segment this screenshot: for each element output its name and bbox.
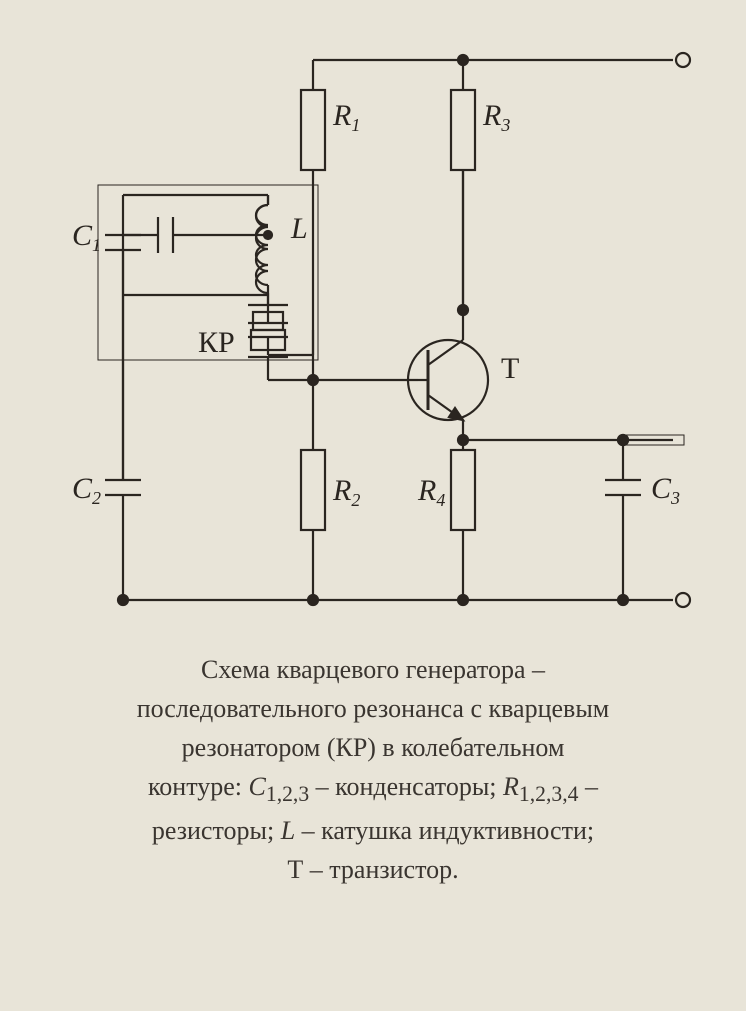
caption-line4: контуре: C1,2,3 – конденсаторы; R1,2,3,4… <box>30 767 716 811</box>
circuit-diagram: R1 R3 L C1 КР Т C2 R2 R4 C3 <box>23 20 723 640</box>
label-c2: C2 <box>72 472 101 508</box>
label-c1: C1 <box>72 219 101 255</box>
label-c3: C3 <box>651 472 680 508</box>
label-r2: R2 <box>332 474 360 510</box>
caption-line6: Т – транзистор. <box>30 850 716 889</box>
caption-line3: резонатором (КР) в колебательном <box>30 728 716 767</box>
label-r4: R4 <box>417 474 445 510</box>
label-l: L <box>290 212 308 245</box>
label-r1: R1 <box>332 99 360 135</box>
circuit-svg: R1 R3 L C1 КР Т C2 R2 R4 C3 <box>23 20 723 640</box>
caption-line1: Схема кварцевого генератора – <box>30 650 716 689</box>
caption-line2: последовательного резонанса с кварцевым <box>30 689 716 728</box>
caption-line5: резисторы; L – катушка индуктивности; <box>30 811 716 850</box>
label-t: Т <box>501 352 519 385</box>
caption: Схема кварцевого генератора – последоват… <box>0 640 746 899</box>
label-kr: КР <box>198 326 235 359</box>
label-r3: R3 <box>482 99 510 135</box>
